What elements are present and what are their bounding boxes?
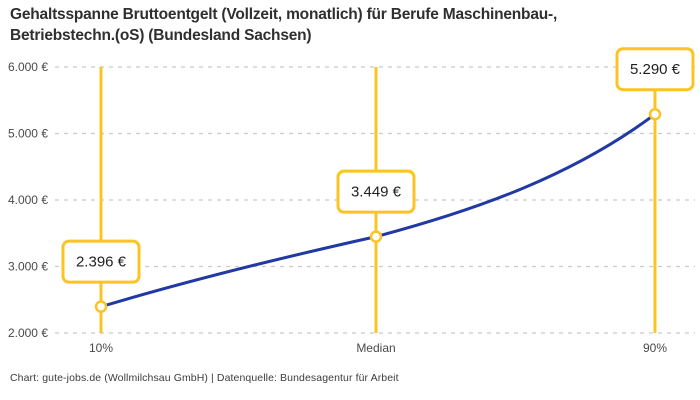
chart-title-line1: Gehaltsspanne Bruttoentgelt (Vollzeit, m… [10,6,558,23]
y-axis-tick-label: 4.000 € [8,193,48,207]
x-axis-tick-label: Median [356,341,395,355]
chart-source-credit: Chart: gute-jobs.de (Wollmilchsau GmbH) … [10,372,399,384]
data-point-marker [94,300,108,313]
y-axis-tick-label: 3.000 € [8,260,48,274]
value-label: 2.396 € [76,254,127,271]
y-axis-tick-label: 2.000 € [8,326,48,340]
x-axis-tick-label: 90% [643,341,667,355]
value-label-box [336,169,416,214]
y-axis-tick-label: 5.000 € [8,127,48,141]
value-label-box [61,239,141,284]
chart-title: Gehaltsspanne Bruttoentgelt (Vollzeit, m… [10,4,610,46]
data-point-marker [648,107,662,121]
x-axis-tick-label: 10% [89,341,113,355]
value-label-box [615,47,695,92]
data-point-marker [369,230,383,243]
value-label: 5.290 € [630,61,681,78]
chart-title-line2: Betriebstechn.(oS) (Bundesland Sachsen) [10,27,312,44]
value-label: 3.449 € [351,184,402,201]
y-axis-tick-label: 6.000 € [8,60,48,74]
